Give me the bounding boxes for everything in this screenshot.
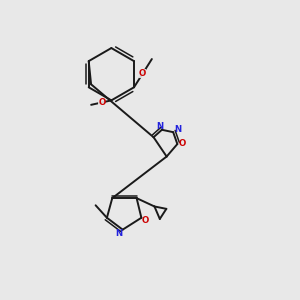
Text: O: O <box>98 98 106 107</box>
Text: N: N <box>174 125 181 134</box>
Text: N: N <box>115 229 122 238</box>
Text: O: O <box>178 139 185 148</box>
Text: N: N <box>156 122 163 131</box>
Text: O: O <box>139 68 146 77</box>
Text: O: O <box>142 216 149 225</box>
